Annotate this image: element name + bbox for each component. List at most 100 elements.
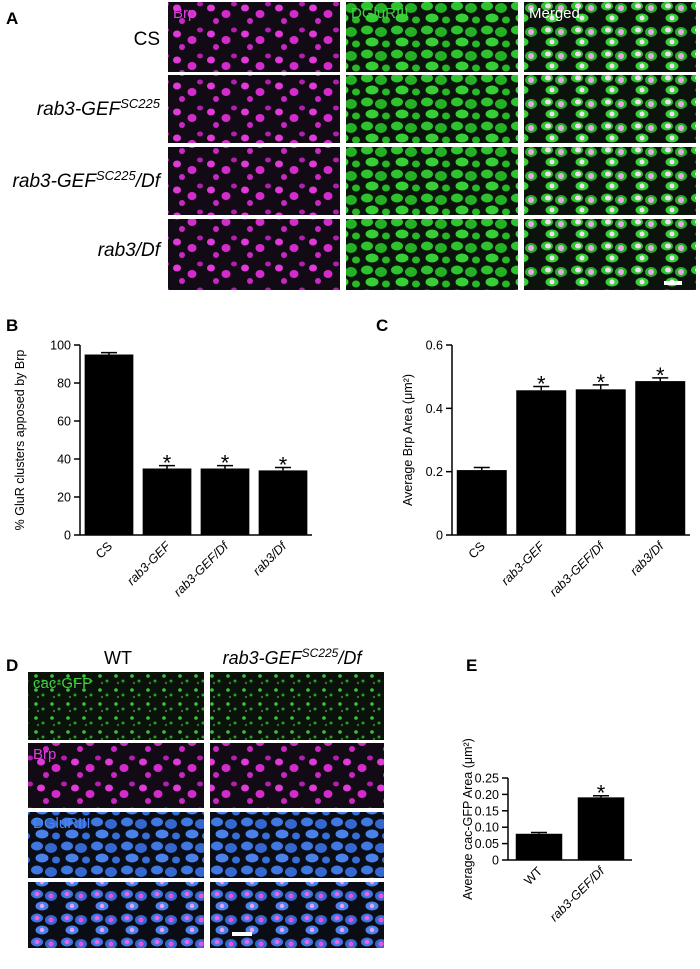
column-text: WT [104,648,132,668]
genotype-sup: SC225 [120,96,161,111]
genotype-text: rab3/Df [98,240,162,261]
panel-letter: A [6,9,18,28]
channel-label: DGluRIII [351,5,409,22]
y-tick-label: 0.05 [475,837,499,851]
error-bar [592,384,609,390]
micrograph [210,672,384,740]
x-tick-label: rab3-GEF/Df [547,863,608,924]
error-bar [533,385,550,391]
channel-label: DGluRIII [33,815,91,832]
error-bar [159,464,175,469]
column-sup: SC225 [302,646,339,660]
y-axis-label: Average Brp Area (μm²) [401,374,415,506]
genotype-text: rab3-GEF [13,171,98,192]
y-tick-label: 40 [57,453,71,467]
micrograph [28,882,204,948]
bar [575,389,626,535]
y-tick-label: 100 [50,339,71,353]
genotype-label: CS [134,29,160,50]
micrograph [28,672,204,740]
panel-letter: C [376,316,388,335]
y-axis-label: % GluR clusters apposed by Brp [13,350,27,531]
error-bar [217,464,233,469]
y-tick-label: 0.2 [426,465,443,479]
bar [577,797,625,860]
error-bar [593,794,609,798]
x-tick-label: CS [466,539,488,561]
bar [258,470,308,535]
bar [635,381,686,535]
x-tick-label: rab3-GEF/Df [547,538,608,599]
channel-label: Merged [529,5,580,22]
x-tick-label: rab3/Df [627,538,667,578]
y-tick-label: 0.10 [475,821,499,835]
micrograph [168,75,340,143]
column-suffix: /Df [336,648,363,668]
bar [516,390,567,535]
panel-letter: B [6,316,18,335]
significance-marker: * [163,451,172,476]
channel-label: cac-GFP [33,675,92,692]
genotype-text: CS [134,29,160,50]
micrograph [524,147,696,215]
y-tick-label: 0.25 [475,772,499,786]
genotype-sup: SC225 [96,168,137,183]
micrograph [210,882,384,948]
y-tick-label: 0 [436,529,443,543]
micrograph [524,2,696,72]
bar [456,470,507,535]
micrograph-grid-d [28,672,384,948]
x-tick-label: rab3-GEF [124,538,174,588]
micrograph [524,75,696,143]
micrograph [168,2,340,72]
y-tick-label: 0 [492,854,499,868]
channel-label: Brp [173,5,196,22]
micrograph [28,743,204,808]
bar [142,468,192,535]
panel-letter: D [6,656,18,675]
x-tick-label: rab3-GEF [499,538,549,588]
error-bar [652,377,669,382]
micrograph [346,219,518,290]
micrograph [346,75,518,143]
significance-marker: * [279,453,288,478]
scale-bar [664,281,682,285]
genotype-label: rab3-GEFSC225 [37,96,161,120]
error-bar [473,466,490,471]
micrograph [210,812,384,878]
x-tick-label: rab3/Df [250,538,290,578]
error-bar [275,466,291,471]
micrograph-grid-a [168,2,696,290]
significance-marker: * [537,371,546,396]
column-label: WT [104,648,132,668]
genotype-text: rab3-GEF [37,99,122,120]
y-tick-label: 0.20 [475,788,499,802]
y-tick-label: 20 [57,491,71,505]
y-tick-label: 0 [64,529,71,543]
micrograph [346,2,518,72]
x-tick-label: WT [521,864,545,888]
x-tick-label: CS [93,539,115,561]
channel-label: Brp [33,746,56,763]
significance-marker: * [656,363,665,388]
column-text: rab3-GEF [223,648,303,668]
bar [200,468,250,535]
y-axis-label: Average cac-GFP Area (μm²) [461,738,475,900]
micrograph [210,743,384,808]
genotype-label: rab3/Df [98,240,162,261]
column-label: rab3-GEFSC225/Df [223,646,364,668]
micrograph [28,812,204,878]
bar [84,354,134,535]
scale-bar [232,932,252,936]
significance-marker: * [597,781,606,806]
x-tick-label: rab3-GEF/Df [171,538,232,599]
genotype-suffix: /Df [134,171,162,192]
micrograph [168,147,340,215]
y-tick-label: 80 [57,377,71,391]
error-bar [531,831,547,834]
y-tick-label: 0.6 [426,339,443,353]
error-bar [101,351,117,355]
genotype-label: rab3-GEFSC225/Df [13,168,162,192]
micrograph [168,219,340,290]
